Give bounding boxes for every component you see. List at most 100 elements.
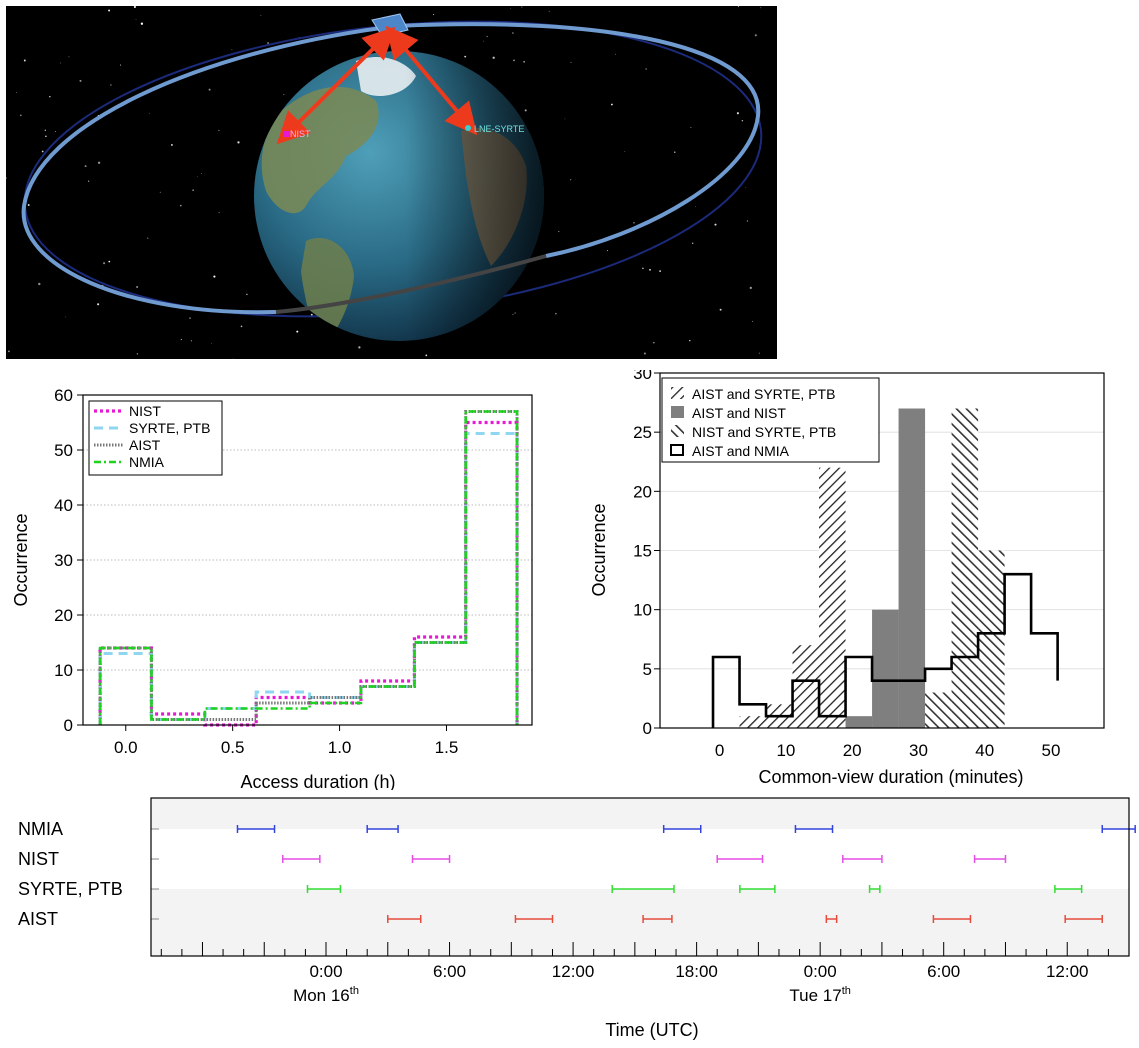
star [719,308,722,311]
x-tick-label: 18:00 [675,962,718,981]
star [512,32,514,34]
x-tick-label: 6:00 [433,962,466,981]
legend: AIST and SYRTE, PTB AIST and NIST NIST and… [661,377,880,463]
x-tick-label: 0 [715,741,724,760]
star [19,114,22,117]
star [714,223,717,226]
x-tick-label: 10 [776,741,795,760]
legend-label: AIST and NMIA [692,443,790,459]
star [27,204,30,206]
legend-label: NIST and SYRTE, PTB [692,424,836,440]
star [642,267,644,270]
star [44,129,46,131]
star [159,191,161,193]
star [513,59,515,62]
star [564,118,566,120]
star [615,53,616,55]
series-step-outline [711,572,1059,728]
histogram-bar [898,408,926,728]
star [189,317,191,319]
star [110,84,112,86]
legend-label: NIST [129,403,161,419]
star [558,231,560,233]
star [218,129,220,132]
star [8,350,10,353]
y-tick-label: 10 [633,601,652,620]
star [570,62,572,63]
star [521,6,523,8]
x-tick-label: 6:00 [927,962,960,981]
visibility-timeline-chart: 0:006:0012:0018:000:006:0012:0018:00Mon … [0,790,1139,1043]
y-tick-label: 30 [633,370,652,383]
series-step-line [98,432,519,725]
star [512,314,514,315]
x-tick-label: 1.5 [435,738,459,757]
x-tick-label: 0.5 [221,738,245,757]
star [645,68,647,70]
star [49,95,51,98]
nist-marker [283,131,289,137]
y-tick-label: 15 [633,542,652,561]
y-tick-label: 10 [54,661,73,680]
star [283,93,285,96]
star [689,339,691,342]
histogram-bar [845,716,873,728]
y-tick-label: 60 [54,386,73,405]
legend-label: SYRTE, PTB [129,420,210,436]
x-tick-label: 50 [1042,741,1061,760]
star [5,177,7,179]
access-duration-plot: 0 10 20 30 40 50 60 0.0 0.5 1.0 1.5 Access durati… [11,386,533,792]
histogram-bar [951,408,979,728]
star [108,260,111,263]
star [524,109,527,112]
x-axis-label: Common-view duration (minutes) [758,767,1023,787]
star [240,325,243,328]
histogram-bar [925,692,952,728]
x-tick-label: 40 [975,741,994,760]
orbit-shadow-segment [275,254,547,314]
star [38,282,41,286]
star [170,143,173,146]
star [68,56,70,58]
y-tick-label: 40 [54,496,73,515]
histogram-bar [792,645,820,728]
histogram-bar [872,609,899,728]
star [749,286,752,290]
row-label: NMIA [18,819,63,839]
star [65,316,66,318]
day-label: Mon 16th [293,985,359,1005]
star [119,64,122,66]
star [192,189,194,192]
star [486,35,488,38]
star [211,343,212,344]
star [695,206,696,208]
star [514,312,516,314]
legend-swatch [671,406,684,418]
star [149,112,151,114]
link-arrow-nist [276,26,396,145]
y-tick-label: 20 [54,606,73,625]
x-tick-label: 30 [909,741,928,760]
star [108,9,111,12]
star [231,49,233,51]
y-tick-label: 0 [64,716,73,735]
y-tick-label: 30 [54,551,73,570]
star [147,237,149,239]
star [548,10,550,12]
nist-station-label: NIST [290,129,311,139]
y-tick-label: 0 [643,719,652,738]
legend-label: AIST and NIST [692,405,786,421]
star [510,8,511,10]
star [232,358,234,359]
star [79,79,82,82]
star [433,13,435,16]
star [60,62,61,64]
globe-panel: NIST LNE-SYRTE [5,5,777,359]
star [87,180,90,182]
star [754,34,757,37]
star [741,120,744,122]
legend-swatch [670,444,684,456]
legend-label: NMIA [129,454,165,470]
star [135,18,137,20]
